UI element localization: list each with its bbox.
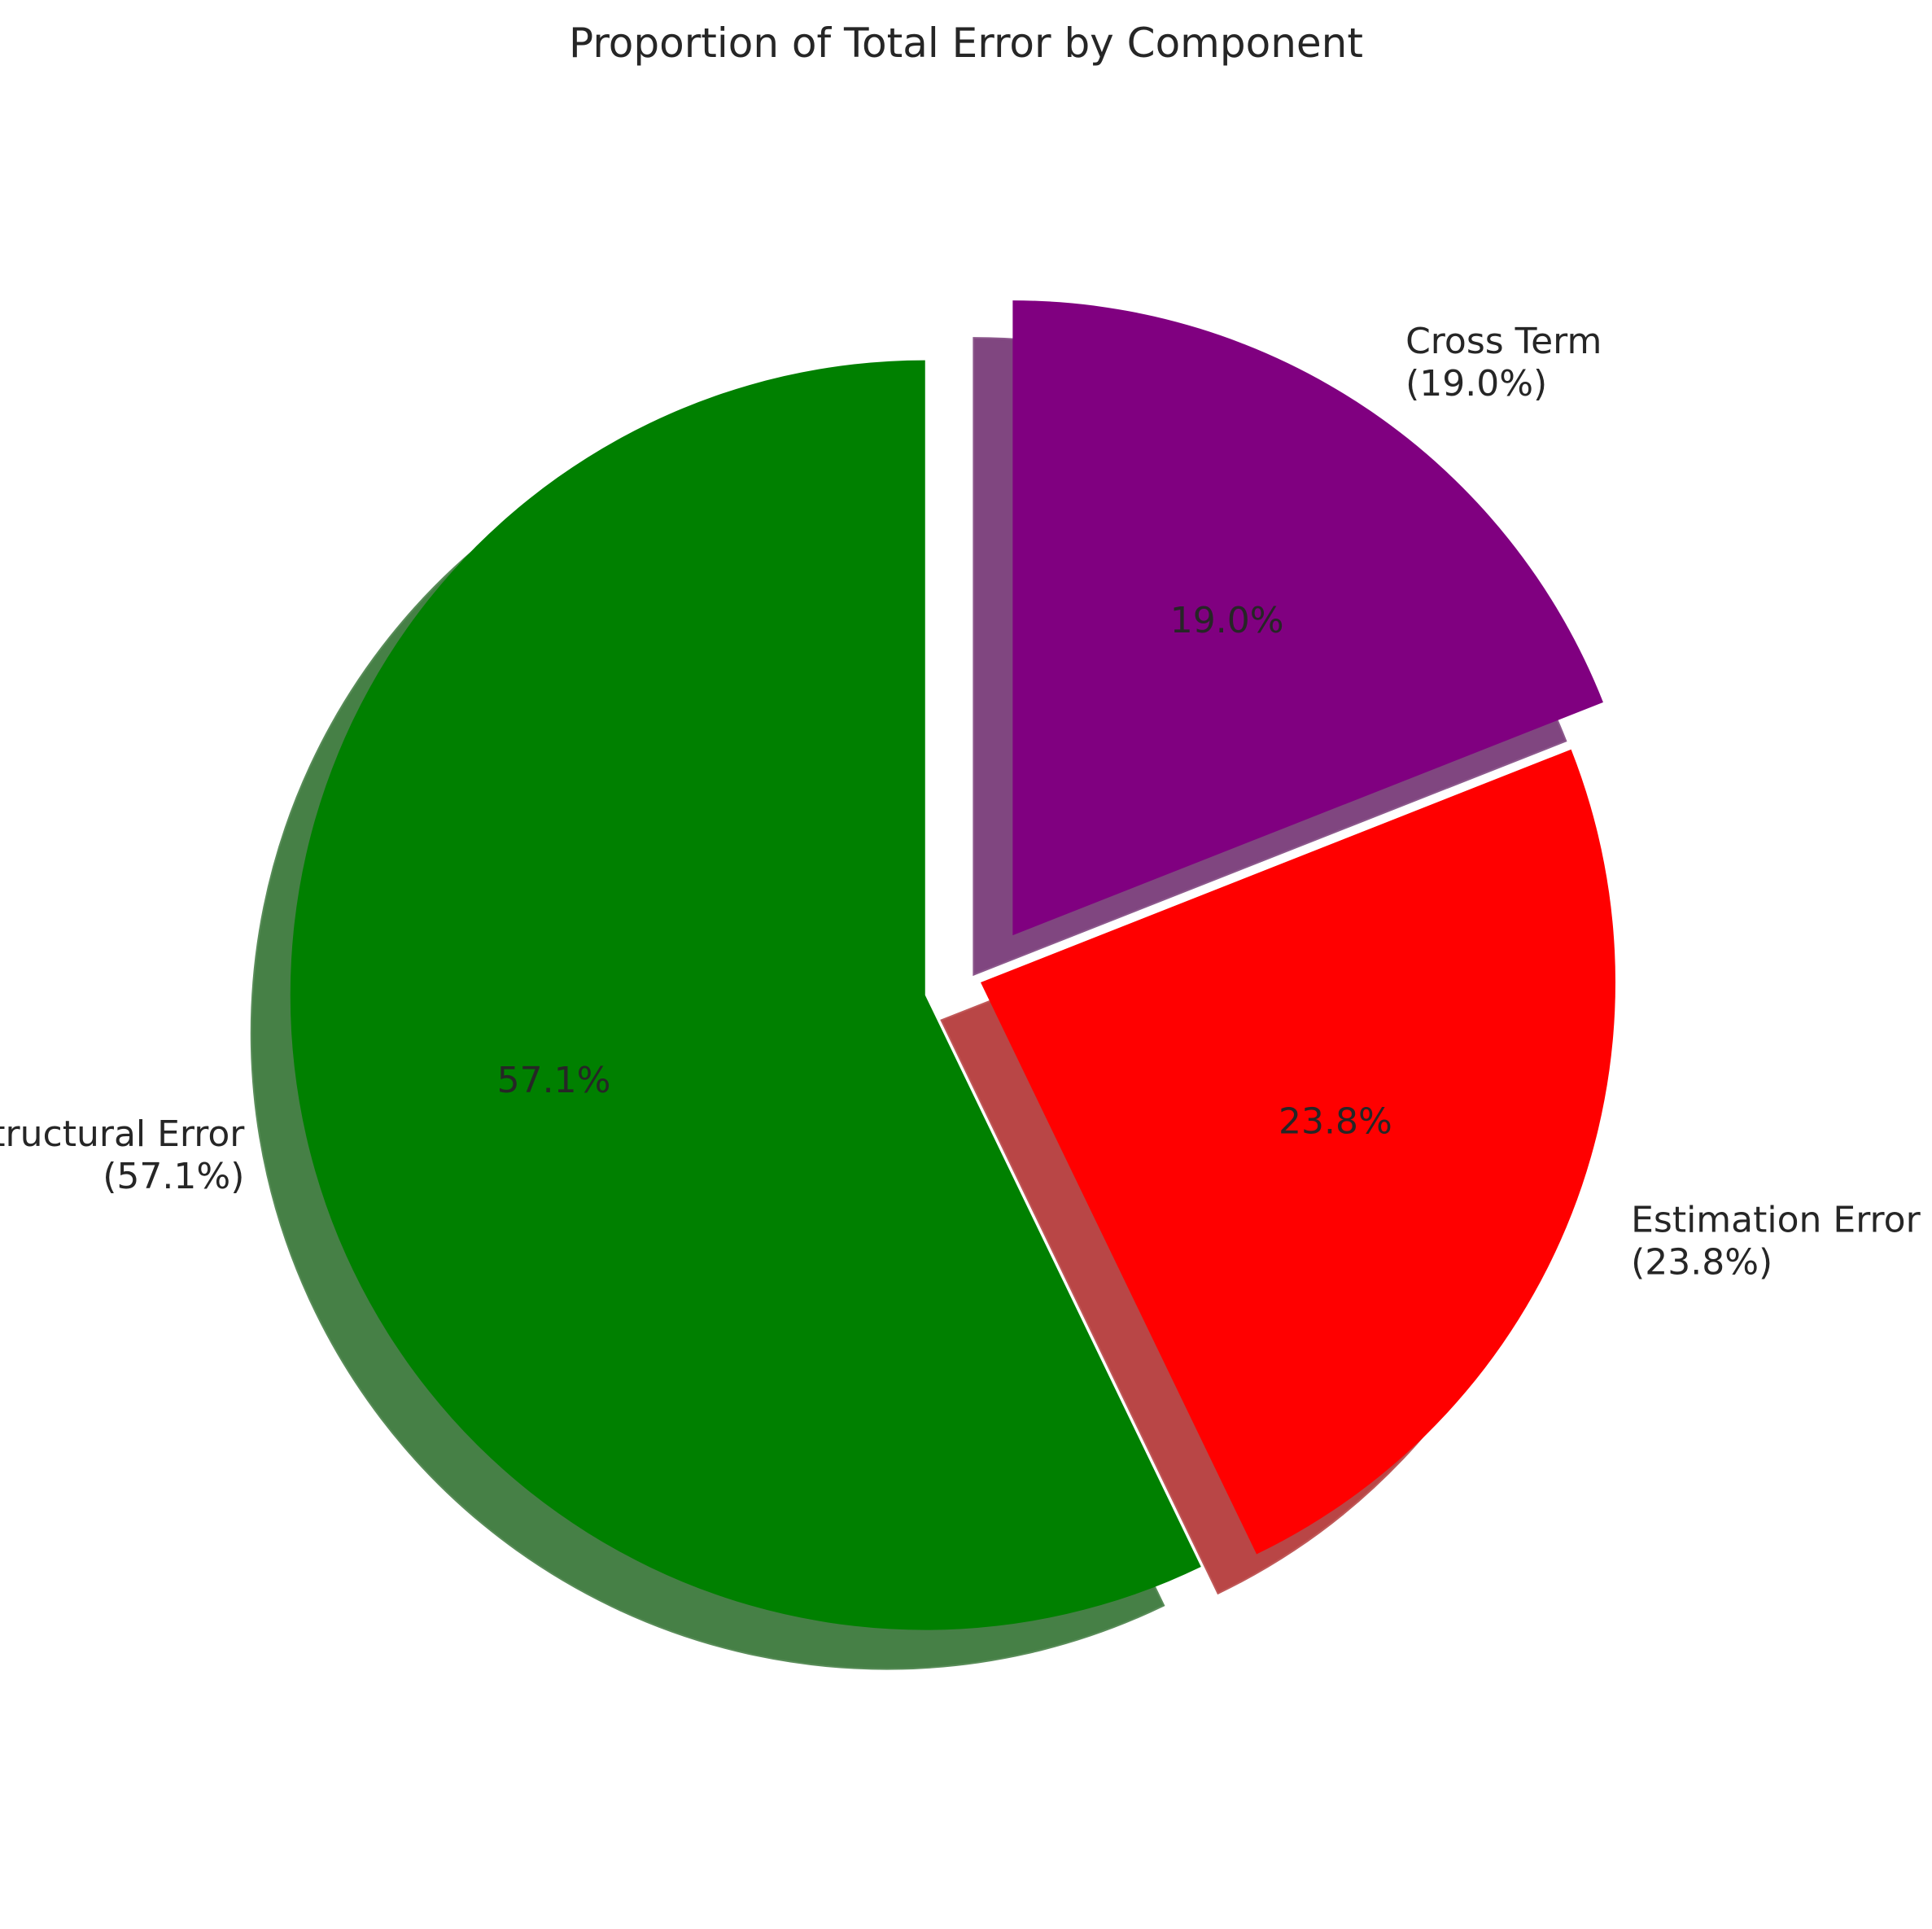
slice-outer-label: Estimation Error (23.8%): [1631, 1199, 1921, 1283]
slice-pct-label: 57.1%: [497, 1060, 611, 1101]
slice-outer-label: Cross Term (19.0%): [1405, 321, 1602, 405]
pie-slice-cross-term: [1012, 300, 1603, 936]
slice-outer-label: Structural Error(57.1%): [0, 1113, 245, 1197]
slice-pct-label: 19.0%: [1170, 600, 1284, 641]
chart-title: Proportion of Total Error by Component: [569, 20, 1363, 67]
slice-outer-label-pct: (23.8%): [1631, 1241, 1772, 1283]
slice-outer-label-pct: (19.0%): [1405, 363, 1547, 405]
pie-slice-estimation-error: [981, 749, 1616, 1555]
pie-slices: [290, 300, 1616, 1630]
pie-slice-structural-error: [290, 360, 1201, 1630]
slice-outer-label-pct: (57.1%): [103, 1156, 244, 1197]
slice-pct-label: 23.8%: [1279, 1100, 1392, 1142]
